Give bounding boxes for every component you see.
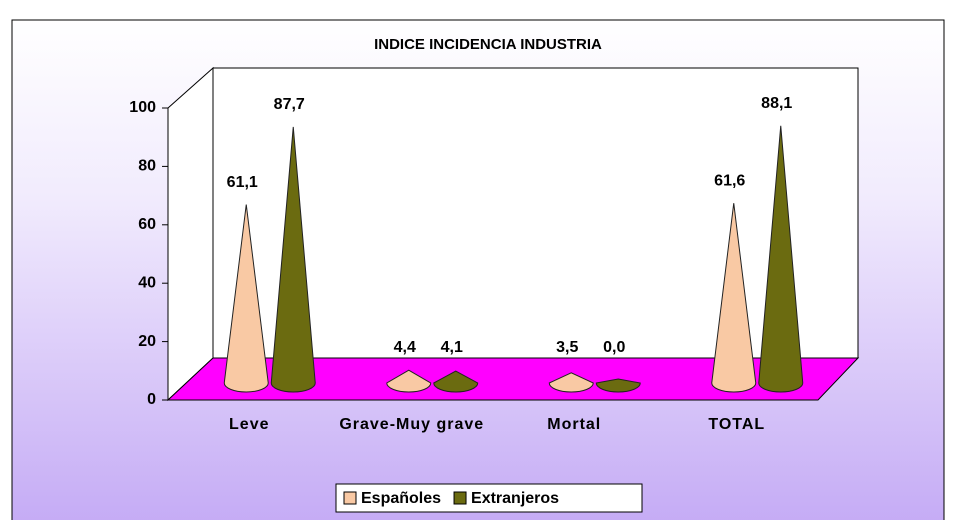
cone (758, 125, 804, 393)
value-label: 0,0 (603, 339, 625, 356)
x-tick-label: Leve (229, 416, 270, 433)
cone (386, 369, 432, 393)
y-tick-label: 20 (138, 333, 156, 350)
legend-label: Españoles (361, 490, 441, 507)
value-label: 4,1 (441, 339, 463, 356)
legend-box (335, 483, 643, 513)
legend-swatch (343, 491, 357, 505)
y-tick-label: 80 (138, 158, 156, 175)
value-label: 88,1 (761, 95, 792, 112)
y-tick-label: 60 (138, 216, 156, 233)
x-tick-label: TOTAL (708, 416, 766, 433)
value-label: 61,6 (714, 172, 745, 189)
x-tick-label: Mortal (547, 416, 602, 433)
legend-label: Extranjeros (471, 490, 559, 507)
cone (223, 204, 269, 393)
cone (595, 378, 641, 393)
value-label: 3,5 (556, 339, 578, 356)
cone (270, 126, 316, 393)
cone (548, 372, 594, 393)
cone (711, 203, 757, 393)
y-tick-label: 0 (147, 391, 156, 408)
y-tick-label: 100 (129, 99, 156, 116)
x-tick-label: Grave-Muy grave (339, 416, 485, 433)
y-tick-label: 40 (138, 274, 156, 291)
value-label: 4,4 (394, 339, 416, 356)
legend-swatch (453, 491, 467, 505)
value-label: 87,7 (274, 96, 305, 113)
cone (433, 370, 479, 393)
value-label: 61,1 (227, 174, 258, 191)
chart-title: INDICE INCIDENCIA INDUSTRIA (374, 36, 602, 53)
side-wall (167, 66, 214, 402)
